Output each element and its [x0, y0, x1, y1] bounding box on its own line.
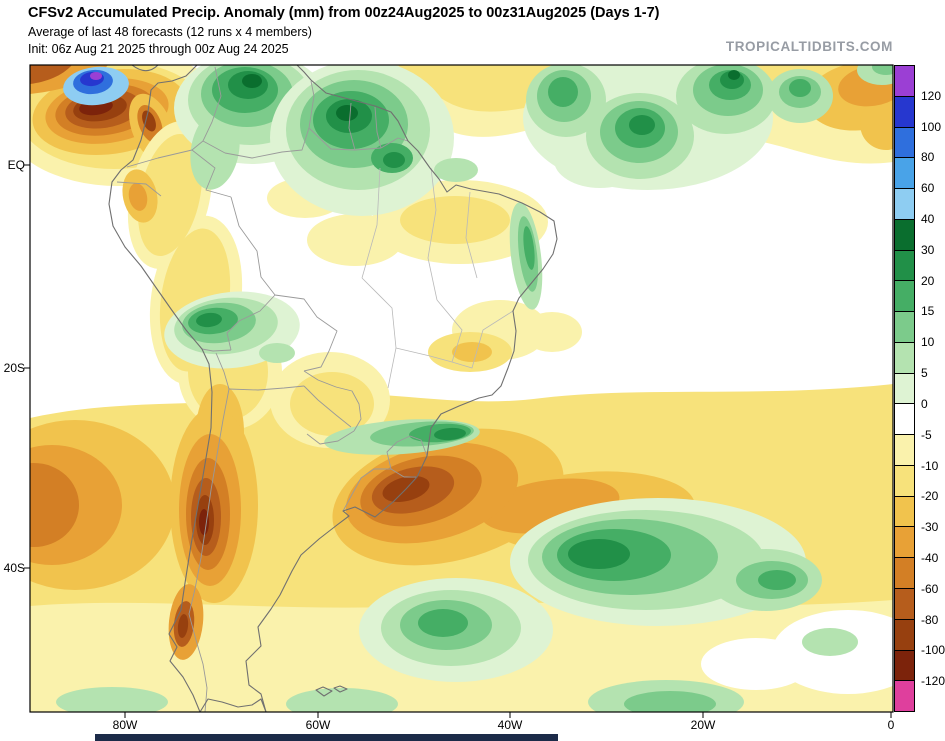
- lat-label-20s: 20S: [3, 361, 25, 375]
- wet-ne-pacific-blue: [63, 66, 129, 106]
- wet-south-atlantic: [510, 498, 858, 656]
- colorbar-segment-maroon: [895, 650, 914, 682]
- colorbar-segment-rbrown: [895, 619, 914, 651]
- init-time-label: Init: 06z Aug 21 2025 through 00z Aug 24…: [28, 42, 289, 56]
- lon-label-80w: 80W: [112, 718, 138, 732]
- colorbar-segment-green: [895, 250, 914, 282]
- colorbar: [894, 65, 915, 712]
- page-title: CFSv2 Accumulated Precip. Anomaly (mm) f…: [28, 5, 660, 21]
- colorbar-segment-pink: [895, 681, 914, 712]
- colorbar-segment-yellow: [895, 465, 914, 497]
- colorbar-segment-lgreen: [895, 312, 914, 343]
- colorbar-segment-pyellow: [895, 435, 914, 466]
- colorbar-segment-dorange: [895, 558, 914, 590]
- wet-northern-south-america: [174, 65, 543, 310]
- colorbar-segment-mblue: [895, 127, 914, 159]
- coastline: [108, 65, 558, 712]
- colorbar-segment-pgreen: [895, 342, 914, 374]
- lat-label-40s: 40S: [3, 561, 25, 575]
- dry-core-chile: [168, 407, 258, 660]
- dry-core-se-pacific: [30, 420, 175, 590]
- lon-label-60w: 60W: [305, 718, 331, 732]
- lon-label-40w: 40W: [497, 718, 523, 732]
- wet-peru-bolivia: [164, 291, 300, 369]
- country-borders: [116, 66, 428, 712]
- colorbar-segment-lblue: [895, 158, 914, 190]
- wet-parana-strip: [324, 419, 480, 455]
- wet-far-south: [56, 578, 744, 712]
- state-borders: [361, 167, 514, 389]
- page-subtitle: Average of last 48 forecasts (12 runs x …: [28, 25, 312, 39]
- colorbar-segment-purple: [895, 66, 914, 97]
- lon-label-0: 0: [887, 718, 895, 732]
- colorbar-segment-mgreen: [895, 281, 914, 313]
- colorbar-segment-orange: [895, 527, 914, 559]
- anomaly-field: [30, 65, 893, 712]
- colorbar-segment-brown: [895, 589, 914, 620]
- colorbar-segment-dgreen: [895, 219, 914, 251]
- footer-bar: [95, 734, 558, 741]
- colorbar-segment-paleblue: [895, 189, 914, 220]
- axis-ticks: [24, 164, 892, 718]
- colorbar-segment-gold: [895, 496, 914, 528]
- site-watermark: TROPICALTIDBITS.COM: [725, 39, 893, 54]
- colorbar-segment-dblue: [895, 96, 914, 128]
- colorbar-segment-white: [895, 404, 914, 436]
- colorbar-segment-vpgreen: [895, 373, 914, 405]
- plot-frame: [29, 64, 894, 713]
- lon-label-20w: 20W: [690, 718, 716, 732]
- lat-label-eq: EQ: [7, 158, 25, 172]
- wet-itcz-atlantic: [523, 65, 893, 190]
